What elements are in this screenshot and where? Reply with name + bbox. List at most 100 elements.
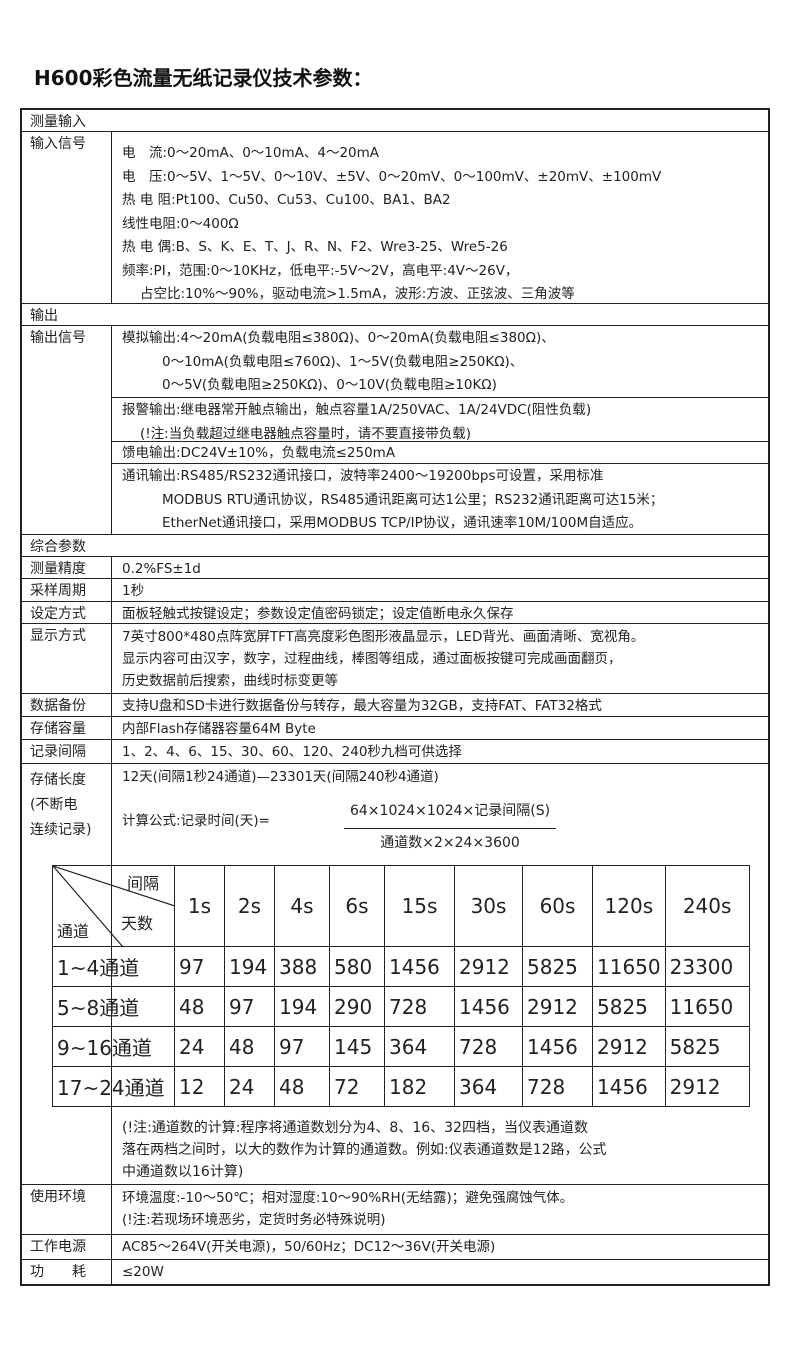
row-consumption: 功 耗 ≤20W xyxy=(22,1260,768,1284)
row-label: 输出信号 xyxy=(22,326,112,534)
text-line: 落在两档之间时，以大的数作为计算的通道数。例如:仪表通道数是12路，公式 xyxy=(122,1142,607,1158)
alarm-output: 报警输出:继电器常开触点输出，触点容量1A/250VAC、1A/24VDC(阻性… xyxy=(112,398,768,442)
row-1: 采样周期 1秒 xyxy=(22,579,768,602)
row-label: 使用环境 xyxy=(22,1185,112,1234)
row-label: 输入信号 xyxy=(22,132,112,303)
formula: 64×1024×1024×记录间隔(S) 通道数×2×24×3600 xyxy=(344,800,557,855)
table-cell: 5825 xyxy=(592,986,666,1027)
table-cell: 364 xyxy=(384,1026,455,1067)
table-cell: 194 xyxy=(274,986,330,1027)
table-cell: 728 xyxy=(384,986,455,1027)
row-label: 工作电源 xyxy=(22,1235,112,1259)
formula-denominator: 通道数×2×24×3600 xyxy=(380,834,520,851)
row-header: 17~24通道 xyxy=(52,1066,175,1107)
table-cell: 23300 xyxy=(664,946,750,987)
table-row: 5~8通道 48 97 194 290 728 1456 2912 5825 11650 xyxy=(52,986,750,1027)
text-line: 电 压:0～5V、1～5V、0～10V、±5V、0～20mV、0～100mV、±… xyxy=(122,168,662,185)
corner-cell: 间隔 天数 通道 xyxy=(52,865,175,947)
column-header: 60s xyxy=(522,865,593,947)
column-header: 15s xyxy=(384,865,455,947)
table-cell: 728 xyxy=(522,1066,593,1107)
table-cell: 388 xyxy=(274,946,330,987)
column-header: 6s xyxy=(329,865,385,947)
row-header: 5~8通道 xyxy=(52,986,175,1027)
input-signal-content: 电 流:0～20mA、0～10mA、4～20mA 电 压:0～5V、1～5V、0～… xyxy=(112,132,768,303)
environment-content: 环境温度:-10～50℃；相对湿度:10～90%RH(无结露)；避免强腐蚀气体。… xyxy=(112,1185,768,1234)
table-cell: 5825 xyxy=(664,1026,750,1067)
column-header: 4s xyxy=(274,865,330,947)
row-content: 0.2%FS±1d xyxy=(112,557,768,578)
power-content: AC85～264V(开关电源)，50/60Hz；DC12～36V(开关电源) xyxy=(122,1239,496,1255)
row-content: 支持U盘和SD卡进行数据备份与转存，最大容量为32GB，支持FAT、FAT32格… xyxy=(112,694,768,716)
row-4: 数据备份 支持U盘和SD卡进行数据备份与转存，最大容量为32GB，支持FAT、FA… xyxy=(22,694,768,717)
row-environment: 使用环境 环境温度:-10～50℃；相对湿度:10～90%RH(无结露)；避免强… xyxy=(22,1185,768,1235)
text-line: (!注:通道数的计算:程序将通道数划分为4、8、16、32四档，当仪表通道数 xyxy=(122,1120,588,1136)
table-cell: 48 xyxy=(174,986,225,1027)
row-input-signal: 输入信号 电 流:0～20mA、0～10mA、4～20mA 电 压:0～5V、1～… xyxy=(22,132,768,304)
table-cell: 11650 xyxy=(664,986,750,1027)
row-content: 7英寸800*480点阵宽屏TFT高亮度彩色图形液晶显示，LED背光、画面清晰、… xyxy=(112,624,768,693)
table-cell: 1456 xyxy=(522,1026,593,1067)
formula-label: 计算公式:记录时间(天)= xyxy=(122,813,270,829)
text-line: 存储长度 xyxy=(30,772,86,788)
table-row: 9~16通道 24 48 97 145 364 728 1456 2912 5825 xyxy=(52,1026,750,1067)
text-line: 7英寸800*480点阵宽屏TFT高亮度彩色图形液晶显示，LED背光、画面清晰、… xyxy=(122,629,645,645)
table-cell: 48 xyxy=(274,1066,330,1107)
page-title: H600彩色流量无纸记录仪技术参数： xyxy=(34,66,373,90)
table-cell: 364 xyxy=(454,1066,523,1107)
text-line: 环境温度:-10～50℃；相对湿度:10～90%RH(无结露)；避免强腐蚀气体。 xyxy=(122,1190,574,1206)
row-content: 1、2、4、6、15、30、60、120、240秒九档可供选择 xyxy=(112,740,768,763)
section-input: 测量输入 xyxy=(22,110,768,132)
row-storage-length: 存储长度 (不断电连续记录) 12天(间隔1秒24通道)—23301天(间隔240… xyxy=(22,764,768,1185)
row-label: 数据备份 xyxy=(22,694,112,716)
table-cell: 12 xyxy=(174,1066,225,1107)
row-header: 1~4通道 xyxy=(52,946,175,987)
text-line: 热 电 偶:B、S、K、E、T、J、R、N、F2、Wre3-25、Wre5-26 xyxy=(122,239,508,255)
formula-numerator: 64×1024×1024×记录间隔(S) xyxy=(344,800,557,829)
text-line: 0.2%FS±1d xyxy=(122,561,201,577)
row-output-signal: 输出信号 模拟输出:4～20mA(负载电阻≤380Ω)、0～20mA(负载电阻≤… xyxy=(22,326,768,535)
table-cell: 1456 xyxy=(454,986,523,1027)
row-label: 功 耗 xyxy=(22,1260,112,1284)
text-line: 支持U盘和SD卡进行数据备份与转存，最大容量为32GB，支持FAT、FAT32格… xyxy=(122,698,602,714)
text-line: 电 流:0～20mA、0～10mA、4～20mA xyxy=(122,145,380,161)
text-line: 连续记录) xyxy=(30,822,92,838)
text-line: 内部Flash存储器容量64M Byte xyxy=(122,721,316,737)
corner-corner_mid: 天数 xyxy=(121,914,154,933)
row-label: 存储容量 xyxy=(22,717,112,739)
text-line: 0～5V(负载电阻≥250KΩ)、0～10V(负载电阻≥10KΩ) xyxy=(162,377,497,393)
table-cell: 1456 xyxy=(384,946,455,987)
table-row: 17~24通道 12 24 48 72 182 364 728 1456 2912 xyxy=(52,1066,750,1107)
table-cell: 182 xyxy=(384,1066,455,1107)
text-line: 1秒 xyxy=(122,583,145,599)
table-cell: 145 xyxy=(329,1026,385,1067)
text-line: 显示内容可由汉字，数字，过程曲线，棒图等组成，通过面板按键可完成画面翻页， xyxy=(122,651,622,667)
text-line: 热 电 阻:Pt100、Cu50、Cu53、Cu100、BA1、BA2 xyxy=(122,192,451,208)
storage-content: 12天(间隔1秒24通道)—23301天(间隔240秒4通道) 计算公式:记录时… xyxy=(112,764,768,1184)
text-line: (不断电 xyxy=(30,797,78,813)
column-header: 240s xyxy=(664,865,750,947)
text-line: (!注:若现场环境恶劣，定货时务必特殊说明) xyxy=(122,1212,386,1228)
row-label: 显示方式 xyxy=(22,624,112,693)
row-6: 记录间隔 1、2、4、6、15、30、60、120、240秒九档可供选择 xyxy=(22,740,768,764)
table-cell: 5825 xyxy=(522,946,593,987)
row-content: 内部Flash存储器容量64M Byte xyxy=(112,717,768,739)
text-line: 线性电阻:0～400Ω xyxy=(122,215,239,232)
section-general: 综合参数 xyxy=(22,535,768,557)
table-cell: 11650 xyxy=(592,946,666,987)
consumption-content: ≤20W xyxy=(122,1264,164,1280)
row-label: 设定方式 xyxy=(22,602,112,623)
text-line: 0～10mA(负载电阻≤760Ω)、1～5V(负载电阻≥250KΩ)、 xyxy=(162,353,524,370)
text-line: EtherNet通讯接口，采用MODBUS TCP/IP协议，通讯速率10M/1… xyxy=(162,515,643,531)
text-line: (!注:当负载超过继电器触点容量时，请不要直接带负载) xyxy=(140,425,471,442)
table-cell: 97 xyxy=(174,946,225,987)
column-header: 30s xyxy=(454,865,523,947)
row-label: 采样周期 xyxy=(22,579,112,601)
analog-output: 模拟输出:4～20mA(负载电阻≤380Ω)、0～20mA(负载电阻≤380Ω)… xyxy=(112,326,768,398)
table-cell: 97 xyxy=(224,986,275,1027)
text-line: 占空比:10%～90%，驱动电流>1.5mA，波形:方波、正弦波、三角波等 xyxy=(140,286,575,302)
corner-corner_top: 间隔 xyxy=(127,874,160,893)
row-label: 测量精度 xyxy=(22,557,112,578)
table-row: 1~4通道 97 194 388 580 1456 2912 5825 11650 23300 xyxy=(52,946,750,987)
table-cell: 2912 xyxy=(522,986,593,1027)
